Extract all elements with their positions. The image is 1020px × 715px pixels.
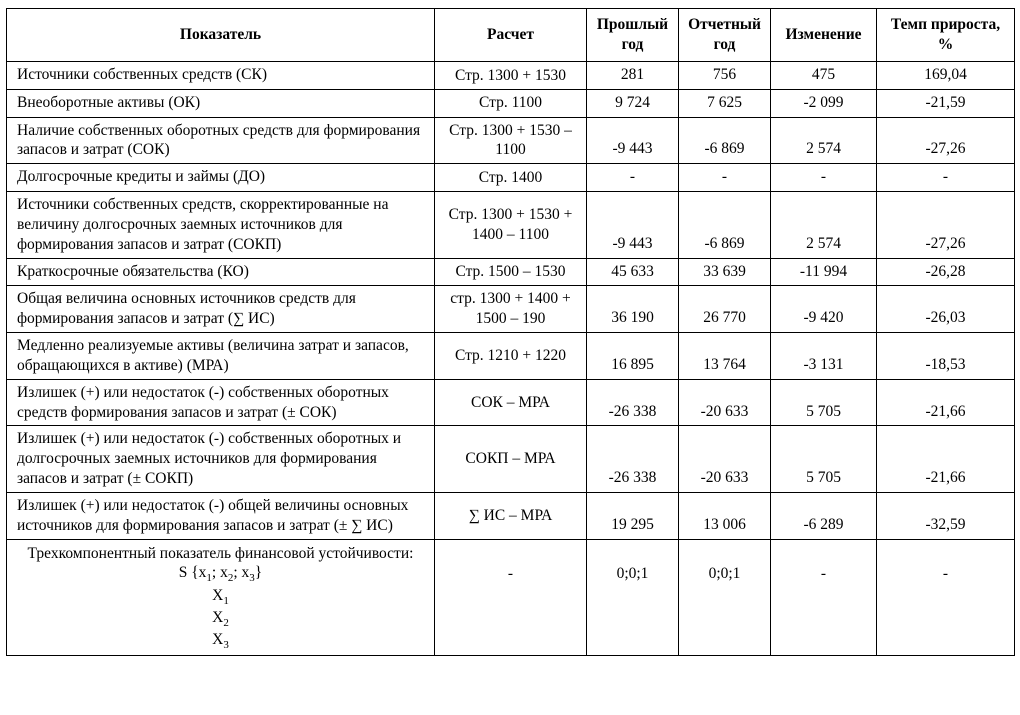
cell-indicator: Источники собственных средств (СК) bbox=[7, 62, 435, 90]
cell-curr: 0;0;1 bbox=[679, 539, 771, 656]
cell-calc: ∑ ИС – МРА bbox=[435, 492, 587, 539]
table-header-row: ПоказательРасчетПрошлый годОтчетный годИ… bbox=[7, 9, 1015, 62]
cell-delta: 2 574 bbox=[771, 117, 877, 164]
table-row: Долгосрочные кредиты и займы (ДО)Стр. 14… bbox=[7, 164, 1015, 192]
cell-curr: - bbox=[679, 164, 771, 192]
cell-curr: -20 633 bbox=[679, 379, 771, 426]
cell-delta: 2 574 bbox=[771, 192, 877, 258]
cell-calc: стр. 1300 + 1400 + 1500 – 190 bbox=[435, 286, 587, 333]
table-row: Излишек (+) или недостаток (-) собственн… bbox=[7, 426, 1015, 492]
summary-indicator-line: Трехкомпонентный показатель финансовой у… bbox=[13, 544, 428, 564]
cell-delta: - bbox=[771, 164, 877, 192]
cell-curr: 13 764 bbox=[679, 333, 771, 380]
cell-indicator: Медленно реализуемые активы (величина за… bbox=[7, 333, 435, 380]
table-row: Излишек (+) или недостаток (-) общей вел… bbox=[7, 492, 1015, 539]
cell-prev: 0;0;1 bbox=[587, 539, 679, 656]
cell-calc: СОКП – МРА bbox=[435, 426, 587, 492]
cell-delta: -2 099 bbox=[771, 89, 877, 117]
cell-prev: -26 338 bbox=[587, 426, 679, 492]
cell-curr: -6 869 bbox=[679, 117, 771, 164]
cell-calc: Стр. 1300 + 1530 + 1400 – 1100 bbox=[435, 192, 587, 258]
cell-delta: -11 994 bbox=[771, 258, 877, 286]
table-row: Излишек (+) или недостаток (-) собственн… bbox=[7, 379, 1015, 426]
cell-indicator: Внеоборотные активы (ОК) bbox=[7, 89, 435, 117]
table-row: Наличие собственных оборотных средств дл… bbox=[7, 117, 1015, 164]
table-row: Краткосрочные обязательства (КО)Стр. 150… bbox=[7, 258, 1015, 286]
table-row: Источники собственных средств, скорректи… bbox=[7, 192, 1015, 258]
summary-indicator-line: S {x1; x2; x3} bbox=[13, 563, 428, 585]
cell-delta: -6 289 bbox=[771, 492, 877, 539]
table-row: Медленно реализуемые активы (величина за… bbox=[7, 333, 1015, 380]
cell-delta: -9 420 bbox=[771, 286, 877, 333]
cell-indicator: Излишек (+) или недостаток (-) собственн… bbox=[7, 379, 435, 426]
cell-curr: 13 006 bbox=[679, 492, 771, 539]
cell-delta: - bbox=[771, 539, 877, 656]
cell-prev: 16 895 bbox=[587, 333, 679, 380]
cell-prev: - bbox=[587, 164, 679, 192]
cell-rate: - bbox=[877, 539, 1015, 656]
col-header-indicator: Показатель bbox=[7, 9, 435, 62]
cell-rate: 169,04 bbox=[877, 62, 1015, 90]
cell-indicator: Излишек (+) или недостаток (-) собственн… bbox=[7, 426, 435, 492]
cell-prev: 45 633 bbox=[587, 258, 679, 286]
cell-calc: Стр. 1300 + 1530 – 1100 bbox=[435, 117, 587, 164]
cell-curr: -20 633 bbox=[679, 426, 771, 492]
cell-rate: - bbox=[877, 164, 1015, 192]
cell-rate: -26,28 bbox=[877, 258, 1015, 286]
col-header-delta: Изменение bbox=[771, 9, 877, 62]
cell-rate: -21,59 bbox=[877, 89, 1015, 117]
cell-calc: СОК – МРА bbox=[435, 379, 587, 426]
cell-prev: -9 443 bbox=[587, 192, 679, 258]
cell-indicator: Краткосрочные обязательства (КО) bbox=[7, 258, 435, 286]
cell-calc: Стр. 1100 bbox=[435, 89, 587, 117]
cell-curr: 756 bbox=[679, 62, 771, 90]
col-header-rate: Темп прироста, % bbox=[877, 9, 1015, 62]
cell-rate: -32,59 bbox=[877, 492, 1015, 539]
cell-indicator: Излишек (+) или недостаток (-) общей вел… bbox=[7, 492, 435, 539]
col-header-calc: Расчет bbox=[435, 9, 587, 62]
cell-curr: 26 770 bbox=[679, 286, 771, 333]
col-header-curr: Отчетный год bbox=[679, 9, 771, 62]
cell-curr: 7 625 bbox=[679, 89, 771, 117]
cell-prev: -26 338 bbox=[587, 379, 679, 426]
cell-indicator: Источники собственных средств, скорректи… bbox=[7, 192, 435, 258]
financial-stability-table: ПоказательРасчетПрошлый годОтчетный годИ… bbox=[6, 8, 1015, 656]
cell-indicator: Наличие собственных оборотных средств дл… bbox=[7, 117, 435, 164]
table-row: Общая величина основных источников средс… bbox=[7, 286, 1015, 333]
cell-calc: Стр. 1210 + 1220 bbox=[435, 333, 587, 380]
cell-delta: 5 705 bbox=[771, 426, 877, 492]
cell-prev: 281 bbox=[587, 62, 679, 90]
cell-prev: -9 443 bbox=[587, 117, 679, 164]
cell-prev: 19 295 bbox=[587, 492, 679, 539]
table-row: Источники собственных средств (СК)Стр. 1… bbox=[7, 62, 1015, 90]
cell-indicator: Долгосрочные кредиты и займы (ДО) bbox=[7, 164, 435, 192]
cell-rate: -27,26 bbox=[877, 192, 1015, 258]
cell-delta: 5 705 bbox=[771, 379, 877, 426]
summary-indicator-line: X3 bbox=[13, 630, 428, 652]
cell-prev: 36 190 bbox=[587, 286, 679, 333]
cell-calc: Стр. 1500 – 1530 bbox=[435, 258, 587, 286]
cell-rate: -21,66 bbox=[877, 426, 1015, 492]
cell-calc: Стр. 1300 + 1530 bbox=[435, 62, 587, 90]
cell-delta: -3 131 bbox=[771, 333, 877, 380]
cell-rate: -18,53 bbox=[877, 333, 1015, 380]
cell-rate: -26,03 bbox=[877, 286, 1015, 333]
summary-indicator-line: X2 bbox=[13, 608, 428, 630]
cell-indicator: Трехкомпонентный показатель финансовой у… bbox=[7, 539, 435, 656]
cell-indicator: Общая величина основных источников средс… bbox=[7, 286, 435, 333]
cell-curr: 33 639 bbox=[679, 258, 771, 286]
cell-rate: -27,26 bbox=[877, 117, 1015, 164]
table-row: Внеоборотные активы (ОК)Стр. 11009 7247 … bbox=[7, 89, 1015, 117]
cell-calc: Стр. 1400 bbox=[435, 164, 587, 192]
cell-rate: -21,66 bbox=[877, 379, 1015, 426]
col-header-prev: Прошлый год bbox=[587, 9, 679, 62]
cell-delta: 475 bbox=[771, 62, 877, 90]
summary-indicator-line: X1 bbox=[13, 586, 428, 608]
cell-calc: - bbox=[435, 539, 587, 656]
cell-curr: -6 869 bbox=[679, 192, 771, 258]
table-row-summary: Трехкомпонентный показатель финансовой у… bbox=[7, 539, 1015, 656]
cell-prev: 9 724 bbox=[587, 89, 679, 117]
